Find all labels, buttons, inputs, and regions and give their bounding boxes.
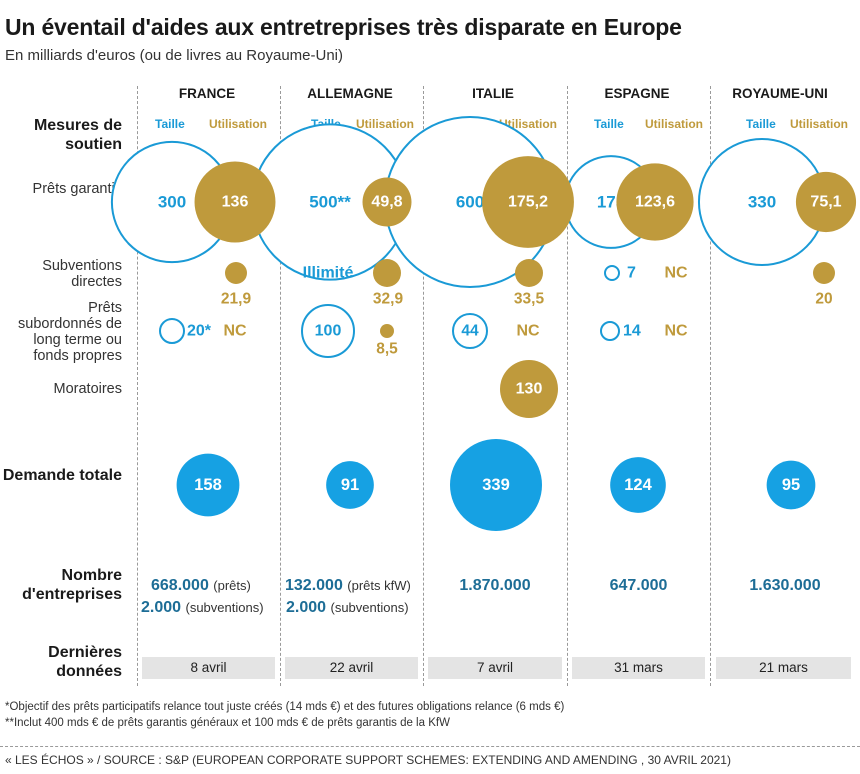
row-label-dernieres-donnees: Dernières données bbox=[48, 644, 122, 680]
entreprises-allemagne-1: 132.000 (prêts kfW) bbox=[285, 577, 411, 594]
bubble-prets-garantis-utilisation bbox=[795, 171, 857, 233]
label-demande-totale: 158 bbox=[194, 476, 222, 494]
source-note: « LES ÉCHOS » / SOURCE : S&P (EUROPEAN C… bbox=[5, 753, 731, 767]
bubble-demande-totale bbox=[326, 461, 374, 509]
bubble-prets-garantis-utilisation bbox=[616, 163, 694, 241]
column-divider bbox=[137, 86, 138, 686]
bubble-subordonnes-taille-italie bbox=[452, 313, 488, 349]
col-header-utilisation: Utilisation bbox=[499, 117, 558, 131]
label-subordonnes-utilisation-allemagne: 8,5 bbox=[376, 341, 398, 358]
date-allemagne: 22 avril bbox=[285, 657, 418, 679]
label-subventions-taille-espagne: 7 bbox=[627, 265, 636, 282]
column-divider bbox=[567, 86, 568, 686]
entreprises-france-2: 2.000 (subventions) bbox=[141, 599, 264, 616]
col-header-utilisation: Utilisation bbox=[645, 117, 704, 131]
bubble-subventions-taille-espagne bbox=[604, 265, 620, 281]
entreprises-italie: 1.870.000 bbox=[459, 577, 531, 594]
entreprises-allemagne-2: 2.000 (subventions) bbox=[286, 599, 409, 616]
column-divider bbox=[280, 86, 281, 686]
label-prets-garantis-utilisation: 75,1 bbox=[810, 194, 841, 211]
bubble-subventions-utilisation bbox=[813, 262, 835, 284]
bubble-demande-totale bbox=[766, 460, 816, 510]
label-subordonnes-taille-espagne: 14 bbox=[623, 323, 641, 340]
bubble-subventions-utilisation bbox=[373, 259, 401, 287]
label-prets-garantis-taille: 330 bbox=[748, 193, 776, 212]
bubble-prets-garantis-utilisation bbox=[482, 156, 574, 248]
label-prets-garantis-taille: 500** bbox=[309, 193, 351, 212]
date-espagne: 31 mars bbox=[572, 657, 705, 679]
col-header-utilisation: Utilisation bbox=[790, 117, 849, 131]
footnote-2: **Inclut 400 mds € de prêts garantis gén… bbox=[5, 717, 450, 729]
label-demande-totale: 91 bbox=[341, 476, 359, 494]
label-prets-garantis-taille: 600 bbox=[456, 193, 484, 212]
label-subventions-utilisation: 33,5 bbox=[514, 291, 545, 308]
row-label-prets-subordonnes: Prêts subordonnés de long terme ou fonds… bbox=[18, 300, 122, 364]
col-header-taille: Taille bbox=[594, 117, 624, 131]
col-header-taille: Taille bbox=[746, 117, 776, 131]
label-subventions-taille-allemagne: Illimité bbox=[303, 265, 354, 282]
label-subordonnes-utilisation-italie: NC bbox=[516, 323, 540, 340]
chart-title: Un éventail d'aides aux entretreprises t… bbox=[5, 14, 682, 40]
label-subordonnes-utilisation-espagne: NC bbox=[664, 323, 688, 340]
label-subventions-utilisation-espagne: NC bbox=[664, 265, 688, 282]
label-subordonnes-utilisation-france: NC bbox=[223, 323, 247, 340]
col-header-utilisation: Utilisation bbox=[209, 117, 268, 131]
row-label-nombre-entreprises: Nombre d'entreprises bbox=[22, 567, 122, 603]
date-france: 8 avril bbox=[142, 657, 275, 679]
label-subordonnes-taille-allemagne: 100 bbox=[315, 323, 342, 340]
label-subordonnes-taille-italie: 44 bbox=[461, 323, 479, 340]
bubble-demande-totale bbox=[450, 439, 542, 531]
bubble-moratoires-italie bbox=[500, 360, 558, 418]
bubble-prets-garantis-utilisation bbox=[194, 161, 276, 243]
footnote-1: *Objectif des prêts participatifs relanc… bbox=[5, 701, 565, 713]
date-royaume-uni: 21 mars bbox=[716, 657, 851, 679]
country-header-allemagne: ALLEMAGNE bbox=[307, 86, 393, 101]
bubble-subordonnes-taille-espagne bbox=[600, 321, 620, 341]
col-header-taille: Taille bbox=[155, 117, 185, 131]
entreprises-royaume-uni: 1.630.000 bbox=[749, 577, 821, 594]
entreprises-france-1: 668.000 (prêts) bbox=[151, 577, 251, 594]
column-divider bbox=[423, 86, 424, 686]
entreprises-espagne: 647.000 bbox=[609, 577, 668, 594]
label-subventions-utilisation: 20 bbox=[815, 291, 832, 308]
bubble-subventions-utilisation bbox=[225, 262, 247, 284]
label-prets-garantis-utilisation: 136 bbox=[222, 194, 249, 211]
label-prets-garantis-taille: 300 bbox=[158, 193, 186, 212]
label-demande-totale: 124 bbox=[624, 476, 652, 494]
label-subventions-utilisation: 32,9 bbox=[373, 291, 404, 308]
bubble-subordonnes-utilisation-allemagne bbox=[380, 324, 394, 338]
separator bbox=[0, 746, 860, 747]
bubble-subordonnes-taille-allemagne bbox=[301, 304, 355, 358]
country-header-royaume-uni: ROYAUME-UNI bbox=[732, 86, 828, 101]
country-header-espagne: ESPAGNE bbox=[604, 86, 670, 101]
label-demande-totale: 95 bbox=[782, 476, 800, 494]
col-header-utilisation: Utilisation bbox=[356, 117, 415, 131]
date-italie: 7 avril bbox=[428, 657, 562, 679]
column-divider bbox=[710, 86, 711, 686]
label-prets-garantis-utilisation: 123,6 bbox=[635, 194, 675, 211]
row-label-moratoires: Moratoires bbox=[53, 381, 123, 397]
country-header-france: FRANCE bbox=[178, 86, 236, 101]
row-label-demande-totale: Demande totale bbox=[2, 467, 122, 484]
label-moratoires-italie: 130 bbox=[516, 381, 543, 398]
label-subventions-utilisation: 21,9 bbox=[221, 291, 252, 308]
row-label-mesures: Mesures de soutien bbox=[33, 117, 122, 153]
row-label-prets-garantis: Prêts garantis bbox=[32, 181, 122, 197]
bubble-subventions-utilisation bbox=[515, 259, 543, 287]
bubble-subordonnes-taille-france bbox=[159, 318, 185, 344]
label-prets-garantis-utilisation: 49,8 bbox=[371, 194, 402, 211]
bubble-demande-totale bbox=[610, 457, 666, 513]
label-demande-totale: 339 bbox=[482, 476, 510, 494]
country-header-italie: ITALIE bbox=[472, 86, 514, 101]
chart-subtitle: En milliards d'euros (ou de livres au Ro… bbox=[5, 47, 343, 64]
label-subordonnes-taille-france: 20* bbox=[187, 323, 212, 340]
bubble-prets-garantis-utilisation bbox=[362, 177, 412, 227]
bubble-demande-totale bbox=[176, 453, 240, 517]
row-label-subventions: Subventions directes bbox=[42, 258, 122, 290]
label-prets-garantis-utilisation: 175,2 bbox=[508, 194, 548, 211]
